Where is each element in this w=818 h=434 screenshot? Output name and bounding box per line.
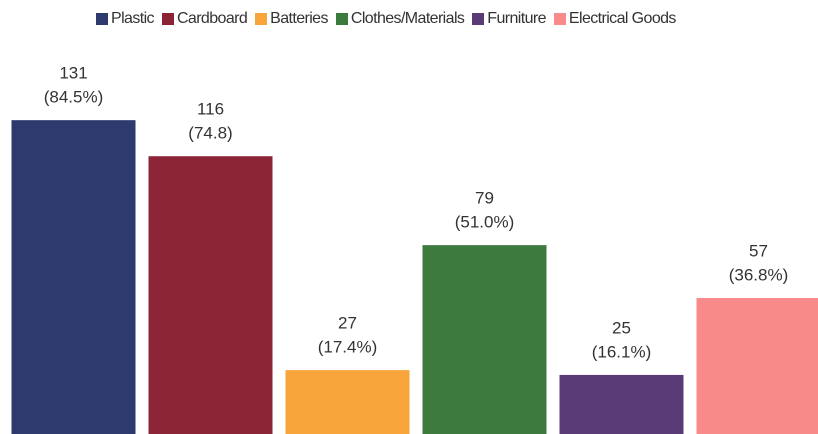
percent-label: (17.4%) bbox=[318, 338, 378, 357]
legend-label: Clothes/Materials bbox=[350, 10, 465, 27]
legend-label: Furniture bbox=[487, 10, 546, 27]
legend-label: Electrical Goods bbox=[568, 10, 677, 27]
legend-item: Plastic bbox=[96, 10, 155, 28]
value-label: 27 bbox=[338, 314, 357, 333]
legend-item: Furniture bbox=[472, 10, 547, 28]
legend-swatch bbox=[472, 13, 485, 25]
legend-item: Clothes/Materials bbox=[335, 10, 465, 28]
bar bbox=[422, 245, 547, 434]
percent-label: (36.8%) bbox=[729, 265, 789, 284]
percent-label: (16.1%) bbox=[592, 342, 652, 361]
value-label: 116 bbox=[197, 100, 224, 119]
legend-swatch bbox=[335, 13, 348, 25]
bar bbox=[696, 298, 818, 434]
legend-swatch bbox=[255, 13, 268, 25]
percent-label: (74.8) bbox=[188, 124, 232, 143]
percent-label: (51.0%) bbox=[455, 213, 515, 232]
legend: Plastic Cardboard Batteries Clothes/Materia… bbox=[96, 10, 796, 28]
percent-label: (84.5%) bbox=[44, 88, 104, 107]
value-label: 131 bbox=[59, 64, 87, 83]
legend-item: Electrical Goods bbox=[553, 10, 677, 28]
bar bbox=[148, 156, 273, 434]
legend-swatch bbox=[161, 13, 174, 25]
bar bbox=[285, 370, 410, 434]
legend-swatch bbox=[553, 13, 566, 25]
bar bbox=[559, 374, 684, 434]
value-label: 57 bbox=[749, 241, 768, 260]
legend-item: Cardboard bbox=[161, 10, 248, 28]
legend-label: Cardboard bbox=[176, 10, 248, 27]
value-label: 79 bbox=[475, 189, 494, 208]
value-label: 25 bbox=[612, 318, 631, 337]
legend-label: Batteries bbox=[270, 10, 328, 27]
legend-item: Batteries bbox=[255, 10, 328, 28]
legend-label: Plastic bbox=[111, 10, 155, 27]
bar bbox=[11, 120, 136, 434]
legend-swatch bbox=[96, 13, 108, 25]
